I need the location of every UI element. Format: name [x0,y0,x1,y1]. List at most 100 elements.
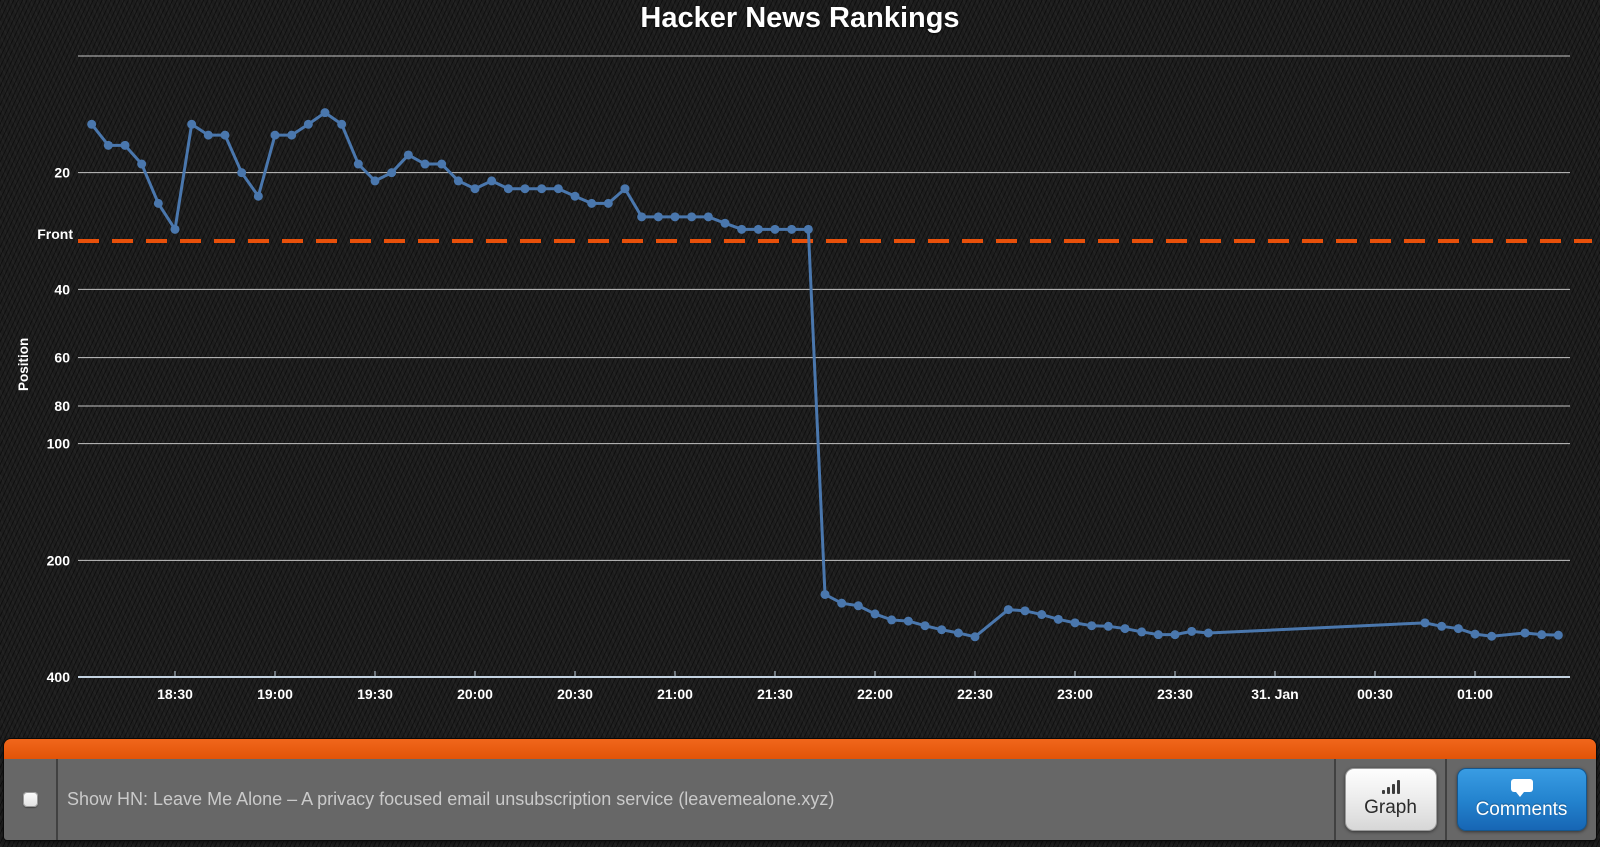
x-axis-label: 22:00 [857,686,893,702]
data-point[interactable] [1437,621,1447,631]
data-point[interactable] [287,130,297,140]
data-point[interactable] [370,176,380,186]
data-point[interactable] [887,615,897,625]
data-point[interactable] [137,159,147,169]
data-point[interactable] [320,108,330,118]
data-point[interactable] [1187,626,1197,636]
data-point[interactable] [453,176,463,186]
story-row: Show HN: Leave Me Alone – A privacy focu… [4,759,1596,840]
data-point[interactable] [770,224,780,234]
data-point[interactable] [920,621,930,631]
data-point[interactable] [520,184,530,194]
data-point[interactable] [937,625,947,635]
data-point[interactable] [120,140,130,150]
data-point[interactable] [303,119,313,129]
data-point[interactable] [537,184,547,194]
y-axis-label: 100 [47,436,71,452]
graph-button[interactable]: Graph [1344,768,1437,831]
data-point[interactable] [1170,630,1180,640]
data-point[interactable] [853,601,863,611]
speech-bubble-icon [1510,778,1533,797]
data-point[interactable] [1520,628,1530,638]
data-point[interactable] [503,184,513,194]
story-title[interactable]: Show HN: Leave Me Alone – A privacy focu… [67,789,835,809]
data-point[interactable] [837,598,847,608]
data-point[interactable] [1070,618,1080,628]
data-point[interactable] [487,176,497,186]
data-point[interactable] [203,130,213,140]
data-point[interactable] [87,119,97,129]
data-point[interactable] [620,184,630,194]
ranking-line [90,111,1559,639]
data-point[interactable] [337,119,347,129]
data-point[interactable] [753,224,763,234]
data-point[interactable] [1553,630,1563,640]
y-axis-label: 80 [54,398,70,414]
data-point[interactable] [903,616,913,626]
data-point[interactable] [1153,630,1163,640]
data-point[interactable] [820,589,830,599]
data-point[interactable] [570,191,580,201]
data-point[interactable] [870,609,880,619]
data-point[interactable] [253,191,263,201]
data-point[interactable] [1470,629,1480,639]
data-point[interactable] [270,130,280,140]
data-point[interactable] [1037,610,1047,620]
data-point[interactable] [737,224,747,234]
comments-cell: Comments [1445,759,1596,840]
data-point[interactable] [1003,605,1013,615]
data-point[interactable] [553,184,563,194]
data-point[interactable] [1103,621,1113,631]
data-point[interactable] [1087,621,1097,631]
data-point[interactable] [953,628,963,638]
data-point[interactable] [220,130,230,140]
y-axis-label: 20 [54,165,70,181]
x-axis-label: 23:00 [1057,686,1093,702]
x-axis-label: 22:30 [957,686,993,702]
data-point[interactable] [787,224,797,234]
y-axis-label: 60 [54,350,70,366]
comments-button[interactable]: Comments [1456,768,1587,831]
data-point[interactable] [1020,606,1030,616]
data-point[interactable] [1420,618,1430,628]
data-point[interactable] [1537,630,1547,640]
data-point[interactable] [470,184,480,194]
data-point[interactable] [670,212,680,222]
data-point[interactable] [187,119,197,129]
data-point[interactable] [1137,627,1147,637]
data-point[interactable] [387,168,397,178]
data-point[interactable] [170,224,180,234]
data-point[interactable] [437,159,447,169]
data-point[interactable] [153,198,163,208]
page-title: Hacker News Rankings [640,2,960,34]
data-point[interactable] [803,224,813,234]
data-point[interactable] [1453,624,1463,634]
y-axis-title: Position [16,337,31,391]
data-point[interactable] [703,212,713,222]
y-axis-label: 40 [54,281,70,297]
graph-button-label: Graph [1364,797,1417,818]
x-axis-label: 19:30 [357,686,393,702]
data-point[interactable] [1053,614,1063,624]
data-point[interactable] [1120,624,1130,634]
data-point[interactable] [237,168,247,178]
data-point[interactable] [1487,631,1497,641]
data-point[interactable] [103,140,113,150]
data-point[interactable] [420,159,430,169]
data-point[interactable] [637,212,647,222]
data-point[interactable] [720,218,730,228]
front-line-label: Front [37,226,73,242]
comments-button-label: Comments [1475,798,1568,820]
title-cell: Show HN: Leave Me Alone – A privacy focu… [56,759,1334,840]
data-point[interactable] [353,159,363,169]
story-checkbox[interactable] [22,792,38,807]
data-point[interactable] [587,198,597,208]
data-point[interactable] [1203,628,1213,638]
data-point[interactable] [653,212,663,222]
data-point[interactable] [403,150,413,160]
data-point[interactable] [603,198,613,208]
data-point[interactable] [687,212,697,222]
data-point[interactable] [970,632,980,642]
x-axis-label: 19:00 [257,686,293,702]
